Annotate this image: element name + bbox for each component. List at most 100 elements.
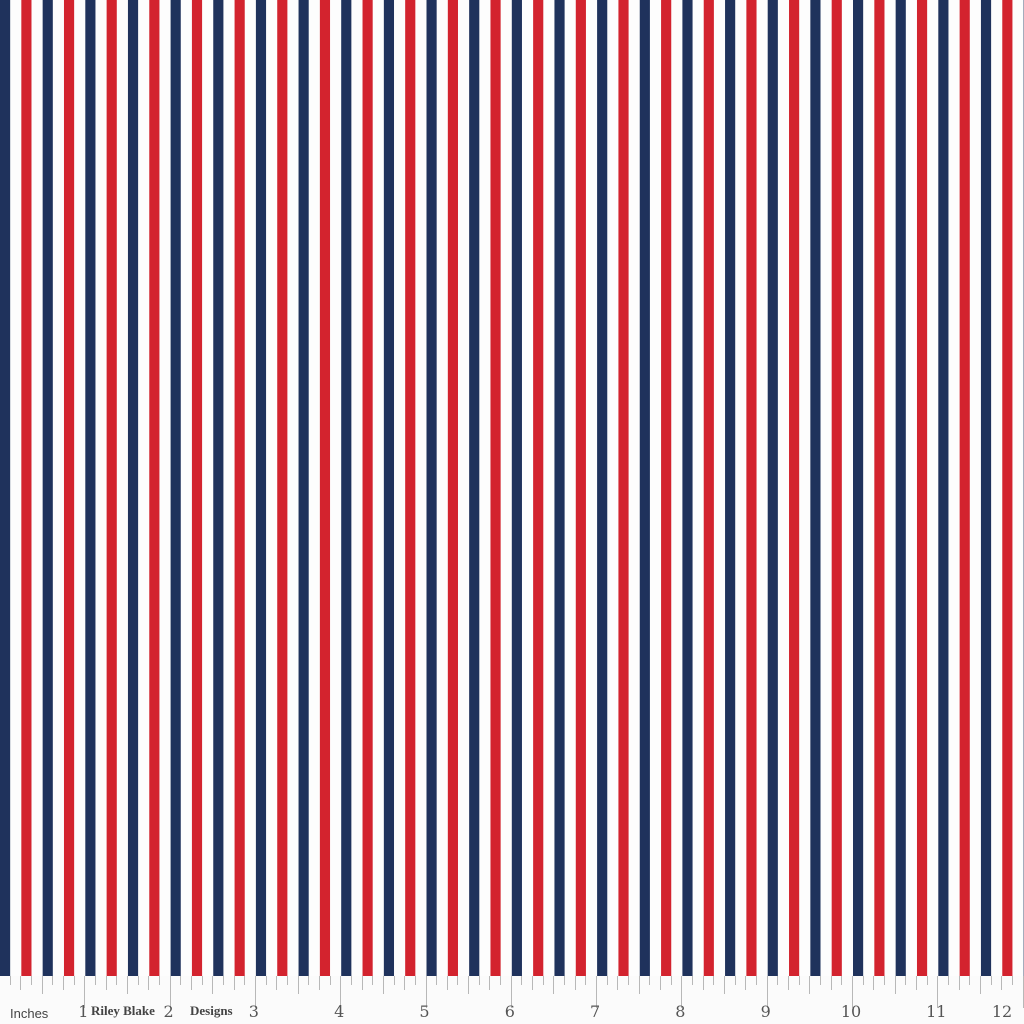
ruler-tick bbox=[947, 976, 949, 985]
ruler-tick bbox=[308, 976, 310, 985]
red-stripe bbox=[874, 0, 885, 976]
red-stripe bbox=[490, 0, 501, 976]
ruler-tick bbox=[745, 976, 747, 990]
ruler-number: 9 bbox=[760, 1002, 771, 1021]
ruler-tick bbox=[297, 976, 299, 994]
ruler-tick bbox=[276, 976, 278, 990]
inch-ruler: Inches Riley Blake Designs 1 2 3 4 5 6 7 8 9 10 11… bbox=[0, 976, 1024, 1024]
navy-stripe bbox=[725, 0, 736, 976]
red-stripe bbox=[191, 0, 203, 976]
ruler-tick bbox=[244, 976, 246, 985]
red-stripe bbox=[149, 0, 160, 976]
ruler-tick bbox=[41, 976, 43, 994]
ruler-tick bbox=[670, 976, 672, 985]
ruler-number: 4 bbox=[334, 1002, 345, 1021]
ruler-tick bbox=[329, 976, 331, 985]
red-stripe bbox=[447, 0, 458, 976]
ruler-tick bbox=[532, 976, 534, 990]
ruler-tick bbox=[553, 976, 555, 994]
red-stripe bbox=[789, 0, 800, 976]
navy-stripe bbox=[938, 0, 949, 976]
navy-stripe bbox=[341, 0, 352, 976]
ruler-tick bbox=[361, 976, 363, 990]
red-stripe bbox=[959, 0, 970, 976]
ruler-tick bbox=[777, 976, 779, 985]
ruler-tick bbox=[724, 976, 726, 994]
navy-stripe bbox=[853, 0, 864, 976]
red-stripe bbox=[234, 0, 245, 976]
ruler-tick bbox=[500, 976, 502, 985]
ruler-tick bbox=[446, 976, 448, 990]
ruler-tick bbox=[126, 976, 128, 994]
ruler-tick bbox=[105, 976, 107, 990]
red-stripe bbox=[319, 0, 331, 976]
red-stripe bbox=[277, 0, 288, 976]
ruler-tick bbox=[926, 976, 928, 985]
ruler-tick bbox=[20, 976, 22, 990]
ruler-tick bbox=[574, 976, 576, 990]
navy-stripe bbox=[810, 0, 821, 976]
navy-stripe bbox=[213, 0, 224, 976]
ruler-tick bbox=[820, 976, 821, 985]
ruler-tick bbox=[73, 976, 75, 985]
navy-stripe bbox=[511, 0, 522, 976]
ruler-tick bbox=[990, 976, 992, 985]
navy-stripe bbox=[127, 0, 139, 976]
ruler-tick bbox=[766, 976, 768, 1008]
striped-fabric-swatch bbox=[0, 0, 1024, 976]
ruler-tick bbox=[190, 976, 192, 990]
ruler-tick bbox=[756, 976, 758, 985]
ruler-tick bbox=[158, 976, 160, 985]
ruler-tick bbox=[798, 976, 800, 985]
red-stripe bbox=[533, 0, 544, 976]
ruler-tick bbox=[62, 976, 64, 990]
navy-stripe bbox=[639, 0, 650, 976]
ruler-tick bbox=[350, 976, 352, 985]
ruler-tick bbox=[116, 976, 118, 985]
ruler-number: 10 bbox=[840, 1002, 862, 1021]
ruler-tick bbox=[201, 976, 203, 985]
ruler-tick bbox=[521, 976, 523, 985]
ruler-tick bbox=[852, 976, 853, 1008]
ruler-number: 7 bbox=[590, 1002, 601, 1021]
ruler-tick bbox=[425, 976, 427, 1008]
ruler-tick bbox=[564, 976, 566, 985]
navy-stripe bbox=[980, 0, 992, 976]
ruler-tick bbox=[905, 976, 907, 985]
ruler-tick bbox=[660, 976, 662, 990]
ruler-tick bbox=[169, 976, 171, 1008]
red-stripe bbox=[661, 0, 672, 976]
ruler-tick bbox=[254, 976, 256, 1008]
ruler-tick bbox=[286, 976, 288, 985]
red-stripe bbox=[106, 0, 117, 976]
navy-stripe bbox=[895, 0, 906, 976]
ruler-number: 5 bbox=[419, 1002, 430, 1021]
ruler-tick bbox=[873, 976, 875, 990]
ruler-tick bbox=[1011, 976, 1013, 985]
ruler-tick bbox=[436, 976, 438, 985]
ruler-tick bbox=[638, 976, 640, 994]
navy-stripe bbox=[554, 0, 565, 976]
brand-name: Riley Blake bbox=[91, 1003, 155, 1018]
ruler-units-label: Inches bbox=[10, 1006, 49, 1021]
ruler-tick bbox=[137, 976, 139, 985]
ruler-tick bbox=[404, 976, 406, 990]
ruler-number: 12 bbox=[991, 1002, 1013, 1021]
navy-stripe bbox=[383, 0, 395, 976]
ruler-tick bbox=[809, 976, 811, 994]
ruler-tick bbox=[606, 976, 608, 985]
ruler-tick bbox=[649, 976, 651, 985]
ruler-tick bbox=[233, 976, 235, 990]
ruler-tick bbox=[489, 976, 491, 990]
red-stripe bbox=[746, 0, 757, 976]
red-stripe bbox=[575, 0, 586, 976]
navy-stripe bbox=[767, 0, 778, 976]
ruler-tick bbox=[468, 976, 470, 994]
ruler-tick bbox=[979, 976, 981, 994]
red-stripe bbox=[916, 0, 928, 976]
navy-stripe bbox=[255, 0, 267, 976]
ruler-tick bbox=[862, 976, 864, 985]
ruler-number: 11 bbox=[926, 1002, 947, 1021]
ruler-tick bbox=[340, 976, 342, 1008]
navy-stripe bbox=[682, 0, 693, 976]
